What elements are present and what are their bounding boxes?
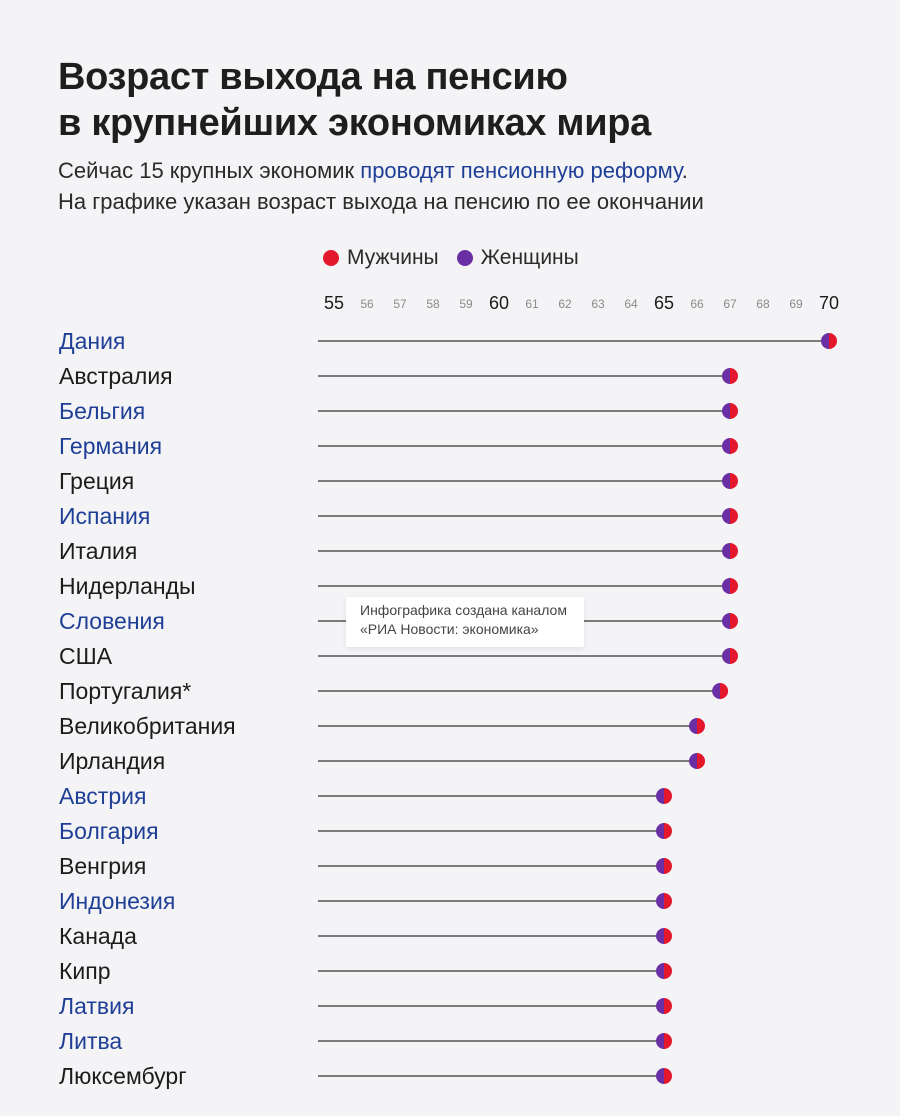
watermark-box: Инфографика создана каналом «РИА Новости… — [346, 597, 584, 647]
x-tick-label: 57 — [393, 297, 407, 311]
x-tick-label: 58 — [426, 297, 440, 311]
x-tick-label: 61 — [525, 297, 539, 311]
data-point — [722, 578, 738, 594]
subtitle-text-start: Сейчас 15 крупных экономик — [58, 158, 361, 183]
legend-item-women: Женщины — [456, 246, 579, 270]
legend-women-label: Женщины — [480, 246, 579, 269]
legend-men-label: Мужчины — [347, 246, 439, 269]
data-point — [656, 1068, 672, 1084]
country-label: Испания — [59, 503, 150, 529]
data-point — [722, 613, 738, 629]
country-label: Латвия — [59, 993, 134, 1019]
x-tick-label: 67 — [723, 297, 737, 311]
watermark-line1: Инфографика создана каналом — [360, 602, 567, 618]
data-point — [689, 753, 705, 769]
subtitle-text-end: . — [681, 158, 688, 183]
subtitle-line1: Сейчас 15 крупных экономик проводят пенс… — [58, 155, 704, 186]
data-point — [656, 963, 672, 979]
data-point — [656, 893, 672, 909]
x-tick-label: 62 — [558, 297, 572, 311]
data-point — [722, 543, 738, 559]
country-label: Болгария — [59, 818, 159, 844]
x-tick-label: 70 — [819, 293, 839, 313]
x-tick-label: 63 — [591, 297, 605, 311]
country-label: Дания — [59, 328, 125, 354]
data-point — [656, 928, 672, 944]
chart-subtitle: Сейчас 15 крупных экономик проводят пенс… — [58, 155, 704, 217]
x-tick-label: 68 — [756, 297, 770, 311]
country-label: Словения — [59, 608, 165, 634]
legend-item-men: Мужчины — [323, 246, 439, 270]
country-label: Бельгия — [59, 398, 145, 424]
legend-men-dot — [323, 250, 339, 266]
country-label: Люксембург — [59, 1063, 187, 1089]
country-label: Португалия* — [59, 678, 191, 704]
data-point — [722, 438, 738, 454]
country-label: Венгрия — [59, 853, 146, 879]
data-point — [722, 508, 738, 524]
data-point — [722, 648, 738, 664]
x-tick-label: 64 — [624, 297, 638, 311]
chart-title-line1: Возраст выхода на пенсию — [58, 56, 568, 98]
country-label: Австралия — [59, 363, 173, 389]
x-tick-label: 60 — [489, 293, 509, 313]
x-tick-label: 55 — [324, 293, 344, 313]
x-tick-label: 56 — [360, 297, 374, 311]
country-label: Индонезия — [59, 888, 175, 914]
data-point — [656, 823, 672, 839]
country-label: Греция — [59, 468, 134, 494]
x-tick-label: 66 — [690, 297, 704, 311]
x-tick-label: 59 — [459, 297, 473, 311]
country-label: Нидерланды — [59, 573, 196, 599]
country-label: Италия — [59, 538, 137, 564]
data-point — [722, 473, 738, 489]
data-point — [821, 333, 837, 349]
country-label: США — [59, 643, 113, 669]
country-label: Кипр — [59, 958, 111, 984]
country-label: Великобритания — [59, 713, 236, 739]
subtitle-line2: На графике указан возраст выхода на пенс… — [58, 189, 704, 214]
legend-women-dot — [456, 250, 473, 266]
country-label: Австрия — [59, 783, 146, 809]
data-point — [722, 368, 738, 384]
data-point — [689, 718, 705, 734]
data-point — [656, 788, 672, 804]
data-point — [656, 1033, 672, 1049]
chart-title-line2: в крупнейших экономиках мира — [58, 102, 652, 144]
legend: Мужчины Женщины — [323, 246, 579, 270]
country-label: Ирландия — [59, 748, 165, 774]
watermark-line2: «РИА Новости: экономика» — [360, 621, 539, 637]
country-label: Литва — [59, 1028, 122, 1054]
data-point — [656, 998, 672, 1014]
subtitle-highlight: проводят пенсионную реформу — [360, 158, 682, 183]
x-tick-label: 65 — [654, 293, 674, 313]
country-label: Канада — [59, 923, 137, 949]
data-point — [656, 858, 672, 874]
x-tick-label: 69 — [789, 297, 803, 311]
data-point — [722, 403, 738, 419]
data-point — [712, 683, 729, 699]
chart-title: Возраст выхода на пенсию в крупнейших эк… — [58, 54, 651, 146]
country-label: Германия — [59, 433, 162, 459]
